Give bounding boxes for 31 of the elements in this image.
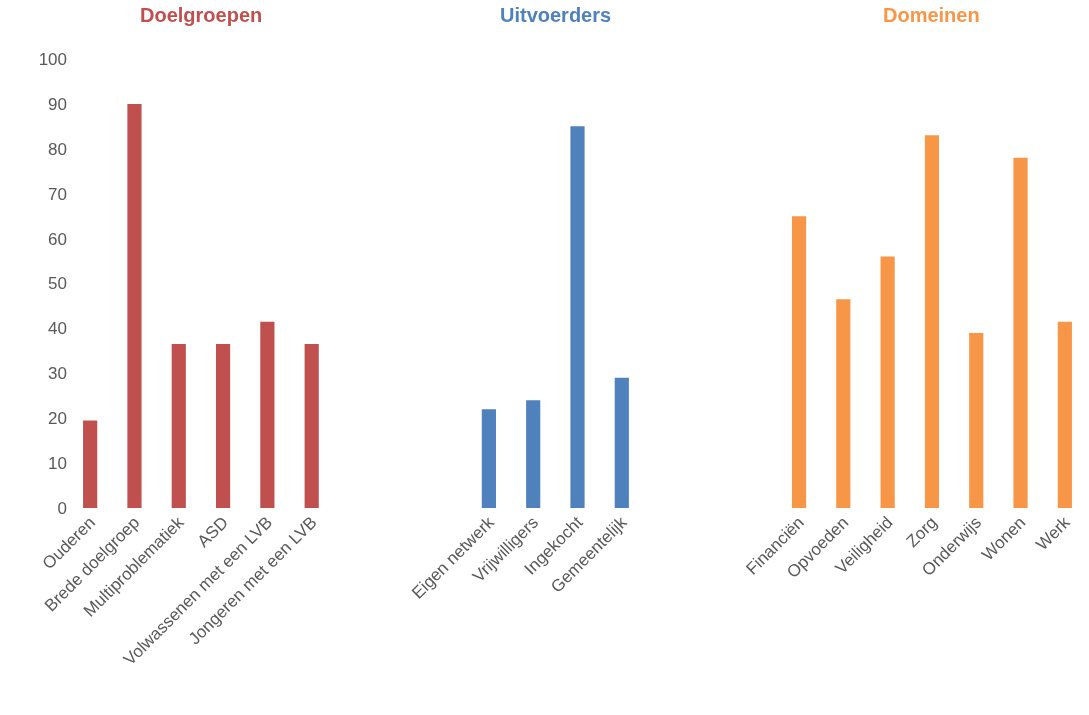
bar <box>260 321 275 508</box>
y-tick-label: 20 <box>48 409 67 429</box>
bar <box>526 400 541 508</box>
bar <box>969 332 984 508</box>
bar <box>570 126 585 508</box>
y-tick-label: 80 <box>48 139 67 159</box>
y-tick-label: 0 <box>57 498 67 518</box>
bar <box>481 409 496 508</box>
bar <box>1013 157 1028 508</box>
text: Doelgroepen <box>140 4 263 26</box>
bar <box>1057 321 1072 508</box>
bar <box>614 377 629 508</box>
bar <box>171 344 186 508</box>
text: Uitvoerders <box>500 4 612 26</box>
text: Domeinen <box>883 4 980 26</box>
bar <box>83 420 98 508</box>
y-tick-label: 90 <box>48 94 67 114</box>
bar <box>791 216 807 508</box>
bar <box>304 344 319 508</box>
y-tick-label: 60 <box>48 229 67 249</box>
bar <box>215 344 231 508</box>
y-tick-label: 100 <box>38 49 67 69</box>
bar <box>836 299 851 508</box>
bar <box>924 135 940 508</box>
bar <box>880 256 895 508</box>
y-tick-label: 70 <box>48 184 67 204</box>
y-tick-label: 30 <box>48 364 67 384</box>
bar <box>127 103 142 508</box>
y-tick-label: 50 <box>48 274 67 294</box>
y-tick-label: 40 <box>48 319 67 339</box>
y-tick-label: 10 <box>48 454 67 474</box>
